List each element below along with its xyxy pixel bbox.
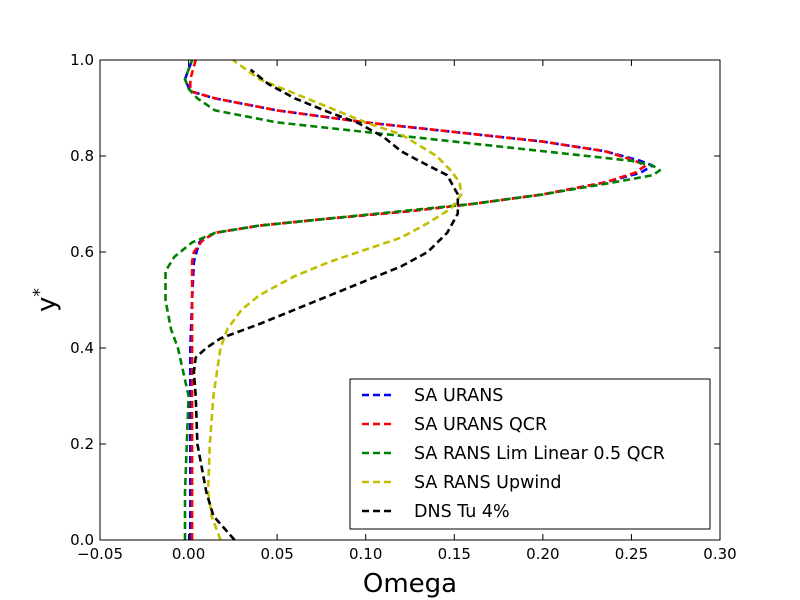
y-tick-label: 0.2 bbox=[70, 435, 94, 453]
x-tick-label: 0.25 bbox=[615, 545, 648, 563]
x-tick-label: 0.05 bbox=[260, 545, 293, 563]
x-tick-label: 0.00 bbox=[172, 545, 205, 563]
x-tick-label: −0.05 bbox=[77, 545, 123, 563]
x-tick-label: 0.20 bbox=[526, 545, 559, 563]
x-tick-label: 0.15 bbox=[438, 545, 471, 563]
x-axis-title: Omega bbox=[363, 569, 457, 599]
legend-label-0: SA URANS bbox=[414, 386, 503, 406]
y-tick-label: 0.4 bbox=[70, 339, 94, 357]
plot-frame bbox=[99, 59, 721, 541]
y-axis-title-group: y* bbox=[30, 288, 62, 312]
legend: SA URANS SA URANS QCR SA RANS Lim Linear 0… bbox=[349, 378, 711, 530]
x-tick-label: 0.30 bbox=[703, 545, 736, 563]
legend-label-2: SA RANS Lim Linear 0.5 QCR bbox=[414, 444, 665, 464]
y-axis-title-base: y bbox=[32, 297, 62, 312]
ticks-layer: −0.05 0.00 0.05 0.10 0.15 0.20 0.25 0.30 0.0 0.2 0… bbox=[70, 51, 737, 563]
y-tick-label: 0.6 bbox=[70, 243, 94, 261]
y-axis-title: y* bbox=[30, 288, 62, 312]
y-tick-label: 0.8 bbox=[70, 147, 94, 165]
series-line-2 bbox=[164, 59, 662, 540]
legend-label-1: SA URANS QCR bbox=[414, 415, 547, 435]
series-line-4 bbox=[192, 68, 460, 541]
y-axis-title-superscript: * bbox=[30, 288, 50, 297]
series-layer bbox=[164, 58, 662, 541]
legend-label-3: SA RANS Upwind bbox=[414, 473, 561, 493]
y-tick-label: 1.0 bbox=[70, 51, 94, 69]
legend-label-4: DNS Tu 4% bbox=[414, 502, 510, 522]
x-tick-label: 0.10 bbox=[349, 545, 382, 563]
legend-box bbox=[349, 378, 711, 530]
series-line-3 bbox=[206, 58, 463, 541]
y-tick-label: 0.0 bbox=[70, 531, 94, 549]
